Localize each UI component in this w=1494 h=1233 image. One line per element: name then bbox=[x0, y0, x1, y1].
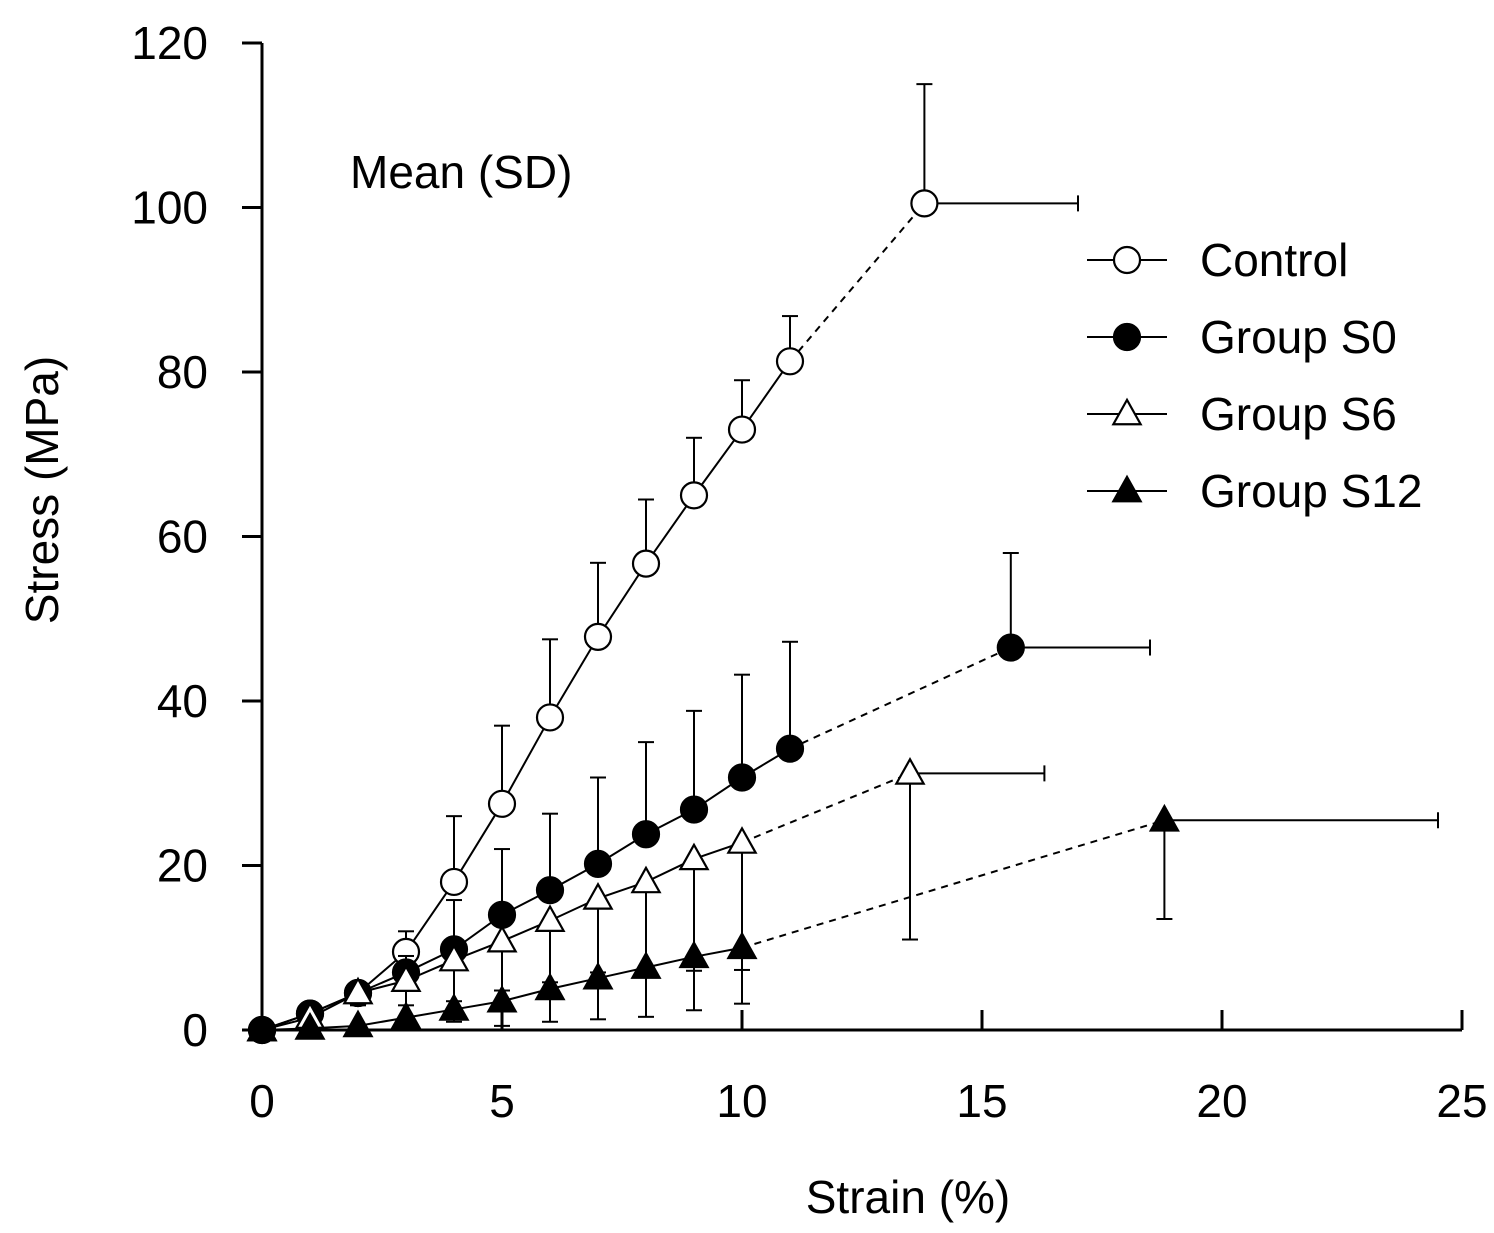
data-point bbox=[679, 481, 709, 510]
data-point bbox=[726, 931, 758, 960]
annotation-mean-sd: Mean (SD) bbox=[350, 146, 572, 198]
series-control bbox=[247, 83, 1079, 1045]
extrapolation-line bbox=[789, 646, 1012, 750]
x-tick-label: 15 bbox=[956, 1075, 1007, 1127]
data-point bbox=[439, 867, 469, 897]
data-point bbox=[535, 703, 565, 732]
data-point bbox=[910, 189, 939, 218]
x-tick-label: 20 bbox=[1196, 1075, 1247, 1127]
legend: Control Group S0 Group S6 Group S12 bbox=[1087, 234, 1422, 517]
data-point bbox=[775, 347, 805, 376]
series-group-s12 bbox=[246, 803, 1439, 1042]
series-layer bbox=[246, 83, 1439, 1045]
data-point bbox=[486, 984, 518, 1013]
data-point bbox=[390, 1001, 422, 1030]
data-point bbox=[678, 940, 710, 969]
data-point bbox=[678, 842, 710, 871]
legend-item-group-s0: Group S0 bbox=[1087, 311, 1397, 363]
data-point bbox=[583, 622, 613, 651]
legend-item-group-s6: Group S6 bbox=[1087, 388, 1397, 440]
data-point bbox=[487, 789, 517, 818]
data-point bbox=[486, 924, 518, 953]
data-point bbox=[438, 943, 470, 972]
data-point bbox=[630, 865, 662, 894]
series-line bbox=[261, 747, 791, 1031]
data-point bbox=[679, 795, 709, 824]
data-point bbox=[342, 976, 374, 1005]
x-tick-label: 5 bbox=[489, 1075, 515, 1127]
y-tick-label: 60 bbox=[157, 511, 208, 563]
data-point bbox=[438, 993, 470, 1021]
y-tick-label: 120 bbox=[131, 17, 208, 69]
y-tick-label: 80 bbox=[157, 346, 208, 398]
data-point bbox=[487, 900, 517, 929]
x-axis-title: Strain (%) bbox=[806, 1171, 1010, 1223]
legend-item-control: Control bbox=[1087, 234, 1348, 286]
data-point bbox=[775, 734, 805, 763]
data-point bbox=[390, 964, 422, 992]
legend-item-group-s12: Group S12 bbox=[1087, 465, 1422, 517]
data-point bbox=[583, 849, 613, 878]
x-tick-label: 25 bbox=[1436, 1075, 1487, 1127]
data-point bbox=[535, 876, 565, 905]
y-tick-label: 40 bbox=[157, 675, 208, 727]
extrapolation-line bbox=[741, 819, 1165, 949]
data-point bbox=[534, 904, 566, 932]
data-point bbox=[631, 820, 661, 849]
data-point bbox=[294, 1012, 326, 1040]
y-tick-label: 20 bbox=[157, 840, 208, 892]
y-tick-label: 100 bbox=[131, 182, 208, 234]
data-point bbox=[582, 882, 614, 910]
data-point bbox=[534, 972, 566, 1001]
data-point bbox=[894, 757, 926, 785]
data-point bbox=[246, 1013, 278, 1042]
extrapolation-line bbox=[741, 772, 911, 844]
series-line bbox=[261, 360, 791, 1031]
legend-label: Group S0 bbox=[1200, 311, 1397, 363]
legend-label: Control bbox=[1200, 234, 1348, 286]
y-tick-label: 0 bbox=[182, 1004, 208, 1056]
data-point bbox=[1112, 322, 1142, 352]
data-point bbox=[1111, 474, 1143, 503]
data-point bbox=[727, 415, 757, 444]
data-point bbox=[1148, 803, 1180, 832]
data-point bbox=[727, 763, 757, 792]
data-point bbox=[582, 961, 614, 990]
axes: 0 20 40 60 80 100 120 0 5 10 15 20 25 bbox=[131, 17, 1487, 1127]
data-point bbox=[631, 549, 661, 578]
data-point bbox=[630, 951, 662, 979]
data-point bbox=[1112, 245, 1142, 275]
x-tick-label: 10 bbox=[716, 1075, 767, 1127]
data-point bbox=[996, 633, 1025, 662]
x-tick-label: 0 bbox=[249, 1075, 275, 1127]
data-point bbox=[1111, 397, 1143, 426]
legend-label: Group S12 bbox=[1200, 465, 1422, 517]
data-point bbox=[726, 826, 758, 854]
legend-label: Group S6 bbox=[1200, 388, 1397, 440]
data-point bbox=[342, 1009, 374, 1038]
extrapolation-line bbox=[789, 202, 926, 362]
y-axis-title: Stress (MPa) bbox=[16, 356, 68, 624]
